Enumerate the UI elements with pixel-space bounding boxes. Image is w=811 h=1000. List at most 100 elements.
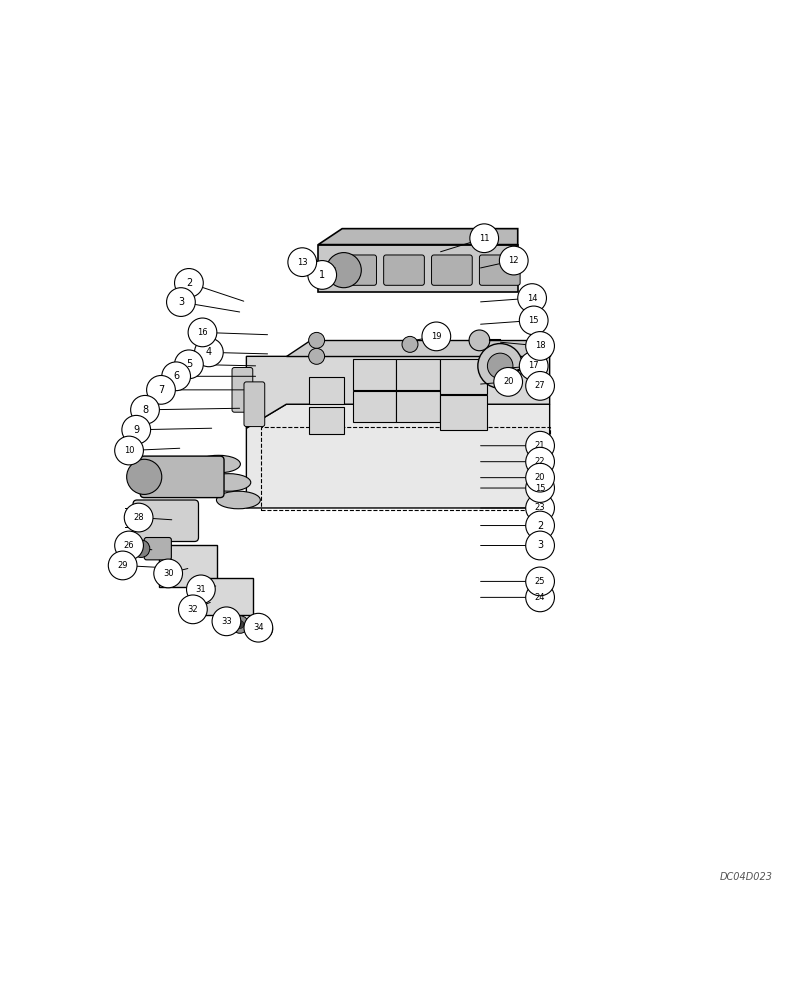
- Text: 28: 28: [133, 513, 144, 522]
- Text: 24: 24: [534, 593, 545, 602]
- Text: 14: 14: [526, 294, 537, 303]
- Text: 12: 12: [508, 256, 518, 265]
- Text: 34: 34: [253, 623, 264, 632]
- FancyBboxPatch shape: [308, 377, 343, 404]
- FancyBboxPatch shape: [133, 500, 198, 542]
- Circle shape: [469, 330, 489, 351]
- Text: 26: 26: [123, 541, 134, 550]
- Circle shape: [132, 540, 149, 557]
- Circle shape: [499, 246, 527, 275]
- FancyBboxPatch shape: [352, 391, 395, 422]
- FancyBboxPatch shape: [352, 359, 395, 390]
- Circle shape: [525, 463, 554, 492]
- Circle shape: [166, 288, 195, 316]
- FancyBboxPatch shape: [440, 359, 487, 394]
- Circle shape: [127, 459, 161, 494]
- Circle shape: [236, 621, 243, 628]
- Circle shape: [493, 368, 522, 396]
- FancyBboxPatch shape: [431, 255, 472, 285]
- Ellipse shape: [196, 455, 240, 473]
- FancyBboxPatch shape: [336, 255, 376, 285]
- Circle shape: [308, 332, 324, 348]
- FancyBboxPatch shape: [232, 368, 252, 412]
- Circle shape: [108, 551, 137, 580]
- Text: 22: 22: [534, 457, 545, 466]
- Circle shape: [195, 338, 223, 367]
- Circle shape: [525, 531, 554, 560]
- Circle shape: [525, 511, 554, 540]
- Ellipse shape: [207, 474, 251, 491]
- Circle shape: [401, 336, 418, 352]
- Circle shape: [487, 353, 513, 379]
- Text: 23: 23: [534, 503, 545, 512]
- Text: 32: 32: [187, 605, 198, 614]
- Text: 11: 11: [478, 234, 489, 243]
- Circle shape: [161, 362, 191, 391]
- Polygon shape: [246, 356, 549, 428]
- Text: 13: 13: [297, 258, 307, 267]
- Circle shape: [178, 595, 207, 624]
- Circle shape: [212, 607, 241, 636]
- FancyBboxPatch shape: [144, 538, 171, 560]
- Text: 8: 8: [142, 405, 148, 415]
- Text: 29: 29: [118, 561, 128, 570]
- Polygon shape: [286, 340, 549, 356]
- Circle shape: [519, 306, 547, 335]
- Circle shape: [231, 616, 248, 633]
- Circle shape: [153, 559, 182, 588]
- Text: 20: 20: [534, 473, 545, 482]
- Text: 7: 7: [157, 385, 164, 395]
- Text: 3: 3: [178, 297, 184, 307]
- FancyBboxPatch shape: [478, 255, 520, 285]
- Text: 16: 16: [197, 328, 208, 337]
- Circle shape: [477, 344, 522, 388]
- Circle shape: [470, 224, 498, 253]
- Text: 5: 5: [186, 359, 192, 369]
- Text: 4: 4: [205, 347, 212, 357]
- Circle shape: [187, 575, 215, 604]
- Circle shape: [174, 350, 203, 379]
- Circle shape: [255, 621, 272, 638]
- Circle shape: [260, 625, 268, 633]
- Circle shape: [288, 248, 316, 277]
- Circle shape: [188, 318, 217, 347]
- Circle shape: [519, 352, 547, 380]
- Circle shape: [114, 531, 144, 560]
- Circle shape: [114, 436, 144, 465]
- Ellipse shape: [217, 491, 260, 509]
- Text: 15: 15: [534, 484, 545, 493]
- FancyBboxPatch shape: [396, 391, 439, 422]
- Text: 19: 19: [431, 332, 441, 341]
- Circle shape: [131, 395, 159, 424]
- FancyBboxPatch shape: [383, 255, 424, 285]
- Polygon shape: [318, 245, 517, 292]
- Text: 18: 18: [534, 341, 545, 350]
- FancyBboxPatch shape: [159, 545, 217, 587]
- Circle shape: [517, 284, 546, 312]
- FancyBboxPatch shape: [195, 578, 252, 615]
- Text: 17: 17: [528, 361, 539, 370]
- Circle shape: [525, 583, 554, 612]
- Circle shape: [525, 431, 554, 460]
- Circle shape: [525, 372, 554, 400]
- FancyBboxPatch shape: [140, 456, 224, 498]
- Text: 9: 9: [133, 425, 139, 435]
- Text: 27: 27: [534, 381, 545, 390]
- Circle shape: [147, 375, 175, 404]
- Circle shape: [525, 332, 554, 360]
- Text: 3: 3: [536, 540, 543, 550]
- Circle shape: [122, 415, 150, 444]
- Text: 6: 6: [173, 371, 179, 381]
- FancyBboxPatch shape: [243, 382, 264, 427]
- FancyBboxPatch shape: [440, 395, 487, 430]
- Text: 31: 31: [195, 585, 206, 594]
- Circle shape: [243, 613, 272, 642]
- Text: 30: 30: [163, 569, 174, 578]
- Text: 15: 15: [528, 316, 539, 325]
- Circle shape: [525, 474, 554, 502]
- Circle shape: [307, 261, 336, 289]
- Circle shape: [326, 253, 361, 288]
- Text: 20: 20: [502, 377, 513, 386]
- Circle shape: [124, 503, 152, 532]
- Text: 2: 2: [536, 521, 543, 531]
